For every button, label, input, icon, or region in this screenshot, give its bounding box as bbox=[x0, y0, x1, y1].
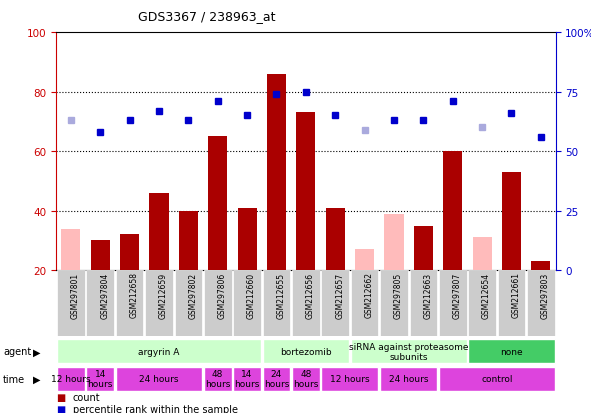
Bar bbox=[150, 193, 168, 271]
FancyBboxPatch shape bbox=[57, 271, 85, 337]
FancyBboxPatch shape bbox=[292, 271, 320, 337]
Text: GSM212656: GSM212656 bbox=[306, 272, 315, 318]
FancyBboxPatch shape bbox=[233, 367, 261, 391]
Text: none: none bbox=[500, 347, 523, 356]
Text: ▶: ▶ bbox=[33, 374, 40, 384]
FancyBboxPatch shape bbox=[233, 271, 261, 337]
Text: GSM297803: GSM297803 bbox=[541, 272, 550, 318]
Text: percentile rank within the sample: percentile rank within the sample bbox=[73, 404, 238, 413]
Text: 24 hours: 24 hours bbox=[389, 374, 428, 383]
Bar bbox=[267, 75, 286, 271]
Text: GDS3367 / 238963_at: GDS3367 / 238963_at bbox=[138, 10, 275, 23]
FancyBboxPatch shape bbox=[380, 271, 408, 337]
FancyBboxPatch shape bbox=[380, 367, 437, 391]
Text: argyrin A: argyrin A bbox=[138, 347, 180, 356]
FancyBboxPatch shape bbox=[498, 271, 525, 337]
FancyBboxPatch shape bbox=[262, 367, 290, 391]
Text: GSM297805: GSM297805 bbox=[394, 272, 403, 318]
Bar bbox=[296, 113, 316, 271]
FancyBboxPatch shape bbox=[351, 339, 466, 363]
FancyBboxPatch shape bbox=[468, 339, 555, 363]
FancyBboxPatch shape bbox=[174, 271, 202, 337]
FancyBboxPatch shape bbox=[468, 271, 496, 337]
Text: GSM212659: GSM212659 bbox=[159, 272, 168, 318]
Text: GSM297802: GSM297802 bbox=[189, 272, 197, 318]
FancyBboxPatch shape bbox=[527, 271, 555, 337]
FancyBboxPatch shape bbox=[262, 271, 290, 337]
Text: control: control bbox=[481, 374, 512, 383]
Text: count: count bbox=[73, 392, 100, 402]
FancyBboxPatch shape bbox=[439, 367, 555, 391]
Text: GSM297806: GSM297806 bbox=[217, 272, 227, 318]
Text: ▶: ▶ bbox=[33, 347, 40, 356]
Text: 12 hours: 12 hours bbox=[51, 374, 90, 383]
Text: agent: agent bbox=[3, 347, 31, 356]
FancyBboxPatch shape bbox=[86, 367, 114, 391]
Text: 24 hours: 24 hours bbox=[139, 374, 178, 383]
Bar bbox=[355, 250, 374, 271]
Text: 14
hours: 14 hours bbox=[235, 369, 260, 388]
Bar bbox=[179, 211, 198, 271]
Bar bbox=[531, 261, 550, 271]
Bar bbox=[414, 226, 433, 271]
Text: GSM212660: GSM212660 bbox=[247, 272, 256, 318]
FancyBboxPatch shape bbox=[262, 339, 349, 363]
Text: GSM212661: GSM212661 bbox=[511, 272, 521, 318]
FancyBboxPatch shape bbox=[351, 271, 378, 337]
FancyBboxPatch shape bbox=[57, 339, 261, 363]
FancyBboxPatch shape bbox=[86, 271, 114, 337]
Bar bbox=[326, 208, 345, 271]
Text: siRNA against proteasome
subunits: siRNA against proteasome subunits bbox=[349, 342, 469, 361]
Bar bbox=[208, 137, 228, 271]
Text: GSM212654: GSM212654 bbox=[482, 272, 491, 318]
Text: time: time bbox=[3, 374, 25, 384]
Text: GSM297807: GSM297807 bbox=[453, 272, 462, 318]
Text: GSM212657: GSM212657 bbox=[335, 272, 344, 318]
Bar bbox=[120, 235, 139, 271]
FancyBboxPatch shape bbox=[322, 367, 378, 391]
FancyBboxPatch shape bbox=[145, 271, 173, 337]
Text: GSM212663: GSM212663 bbox=[423, 272, 433, 318]
Bar bbox=[502, 173, 521, 271]
FancyBboxPatch shape bbox=[204, 271, 232, 337]
FancyBboxPatch shape bbox=[292, 367, 320, 391]
FancyBboxPatch shape bbox=[116, 367, 202, 391]
Text: 12 hours: 12 hours bbox=[330, 374, 370, 383]
FancyBboxPatch shape bbox=[204, 367, 232, 391]
Text: 14
hours: 14 hours bbox=[87, 369, 113, 388]
FancyBboxPatch shape bbox=[57, 367, 85, 391]
Bar bbox=[61, 229, 80, 271]
Text: GSM212658: GSM212658 bbox=[129, 272, 138, 318]
Bar bbox=[90, 241, 110, 271]
Bar bbox=[473, 238, 492, 271]
Text: 48
hours: 48 hours bbox=[205, 369, 230, 388]
Bar bbox=[443, 152, 462, 271]
Text: GSM212655: GSM212655 bbox=[277, 272, 285, 318]
Text: bortezomib: bortezomib bbox=[280, 347, 332, 356]
Bar bbox=[238, 208, 256, 271]
Text: 48
hours: 48 hours bbox=[293, 369, 319, 388]
Text: GSM297801: GSM297801 bbox=[71, 272, 80, 318]
Text: ■: ■ bbox=[56, 392, 66, 402]
Text: 24
hours: 24 hours bbox=[264, 369, 289, 388]
Text: ■: ■ bbox=[56, 404, 66, 413]
Bar bbox=[384, 214, 404, 271]
FancyBboxPatch shape bbox=[116, 271, 144, 337]
Text: GSM297804: GSM297804 bbox=[100, 272, 109, 318]
FancyBboxPatch shape bbox=[322, 271, 349, 337]
Text: GSM212662: GSM212662 bbox=[365, 272, 374, 318]
FancyBboxPatch shape bbox=[439, 271, 466, 337]
FancyBboxPatch shape bbox=[410, 271, 437, 337]
